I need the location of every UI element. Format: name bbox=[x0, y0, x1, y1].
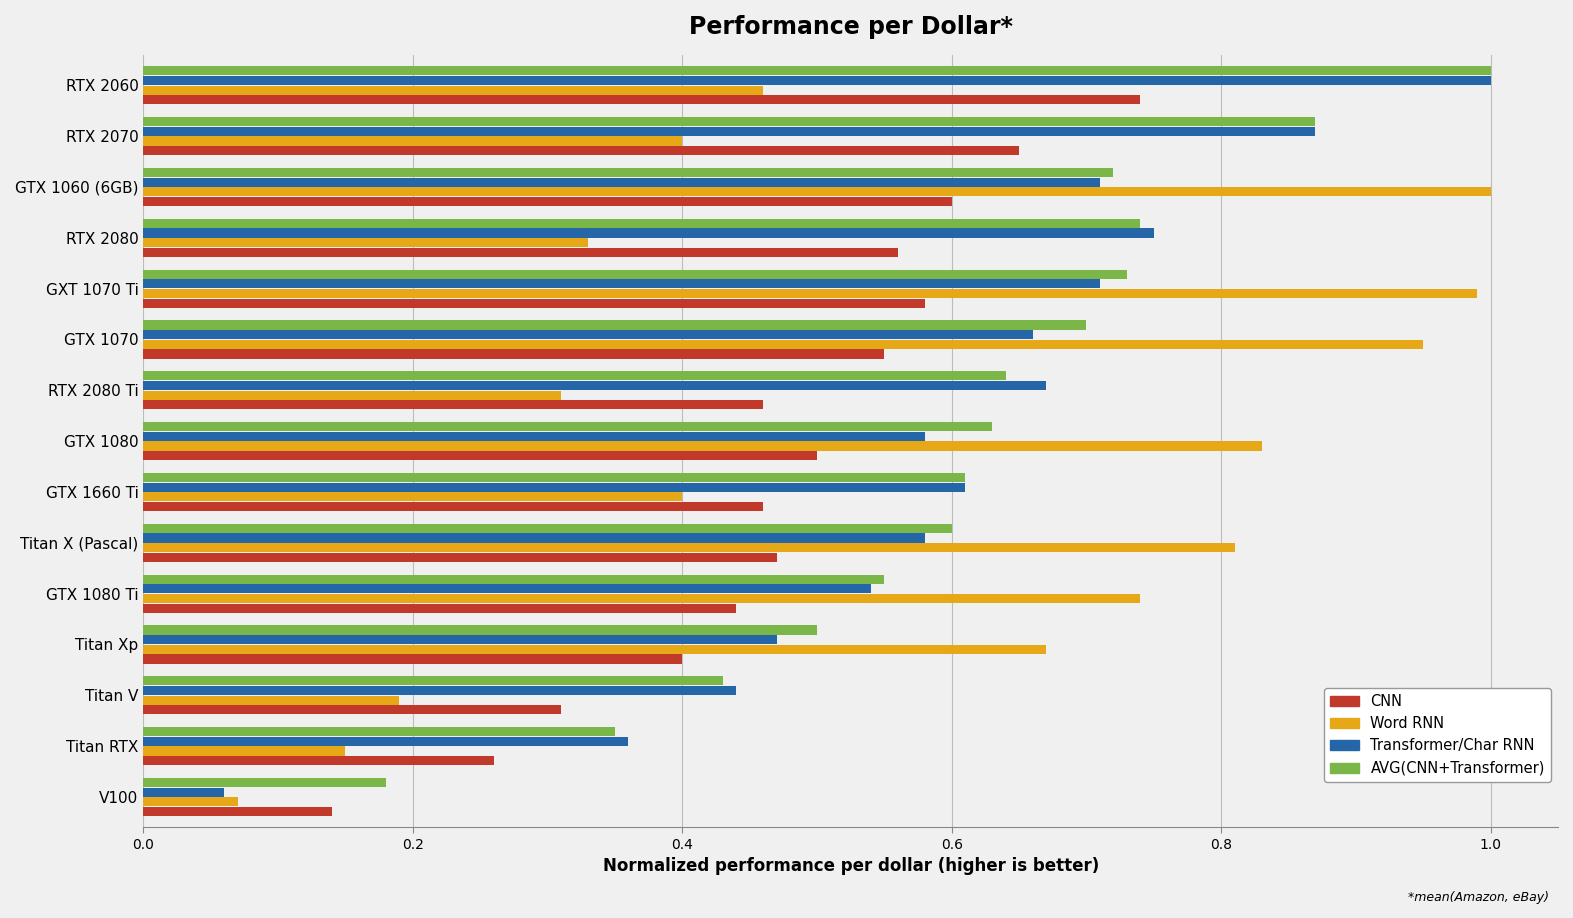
Bar bbox=[143, 575, 884, 584]
Bar bbox=[143, 727, 615, 736]
Bar bbox=[143, 177, 1100, 186]
Bar bbox=[143, 594, 1140, 603]
Bar bbox=[143, 451, 816, 460]
Bar bbox=[143, 95, 1140, 105]
Bar bbox=[143, 298, 925, 308]
Bar bbox=[143, 524, 952, 533]
Bar bbox=[143, 289, 1477, 298]
Bar bbox=[143, 76, 1491, 85]
Bar bbox=[143, 196, 952, 206]
Bar bbox=[143, 655, 683, 664]
Bar bbox=[143, 533, 925, 543]
Bar bbox=[143, 187, 1491, 196]
Bar bbox=[143, 788, 225, 797]
Bar bbox=[143, 381, 1046, 390]
Bar bbox=[143, 442, 1262, 451]
Bar bbox=[143, 502, 763, 511]
Bar bbox=[143, 350, 884, 359]
Bar bbox=[143, 473, 966, 482]
Bar bbox=[143, 85, 763, 95]
Bar bbox=[143, 677, 722, 686]
Bar bbox=[143, 127, 1315, 136]
Bar bbox=[143, 340, 1424, 349]
Bar bbox=[143, 390, 562, 399]
Legend: CNN, Word RNN, Transformer/Char RNN, AVG(CNN+Transformer): CNN, Word RNN, Transformer/Char RNN, AVG… bbox=[1324, 688, 1551, 781]
X-axis label: Normalized performance per dollar (higher is better): Normalized performance per dollar (highe… bbox=[602, 857, 1100, 876]
Bar bbox=[143, 330, 1032, 340]
Bar bbox=[143, 705, 562, 714]
Text: *mean(Amazon, eBay): *mean(Amazon, eBay) bbox=[1408, 891, 1549, 904]
Bar bbox=[143, 737, 628, 746]
Bar bbox=[143, 66, 1491, 75]
Bar bbox=[143, 118, 1315, 127]
Title: Performance per Dollar*: Performance per Dollar* bbox=[689, 15, 1013, 39]
Bar bbox=[143, 137, 683, 146]
Bar bbox=[143, 635, 777, 644]
Bar bbox=[143, 807, 332, 816]
Bar bbox=[143, 696, 400, 705]
Bar bbox=[143, 146, 1019, 155]
Bar bbox=[143, 483, 966, 492]
Bar bbox=[143, 492, 683, 501]
Bar bbox=[143, 778, 385, 787]
Bar bbox=[143, 320, 1087, 330]
Bar bbox=[143, 756, 494, 766]
Bar bbox=[143, 543, 1235, 553]
Bar bbox=[143, 644, 1046, 654]
Bar bbox=[143, 603, 736, 612]
Bar bbox=[143, 584, 871, 593]
Bar bbox=[143, 279, 1100, 288]
Bar bbox=[143, 218, 1140, 228]
Bar bbox=[143, 553, 777, 562]
Bar bbox=[143, 422, 993, 431]
Bar bbox=[143, 431, 925, 441]
Bar bbox=[143, 686, 736, 695]
Bar bbox=[143, 746, 346, 756]
Bar bbox=[143, 248, 898, 257]
Bar bbox=[143, 168, 1114, 177]
Bar bbox=[143, 400, 763, 409]
Bar bbox=[143, 238, 588, 247]
Bar bbox=[143, 270, 1126, 279]
Bar bbox=[143, 625, 816, 634]
Bar bbox=[143, 371, 1005, 380]
Bar bbox=[143, 797, 238, 806]
Bar bbox=[143, 229, 1155, 238]
